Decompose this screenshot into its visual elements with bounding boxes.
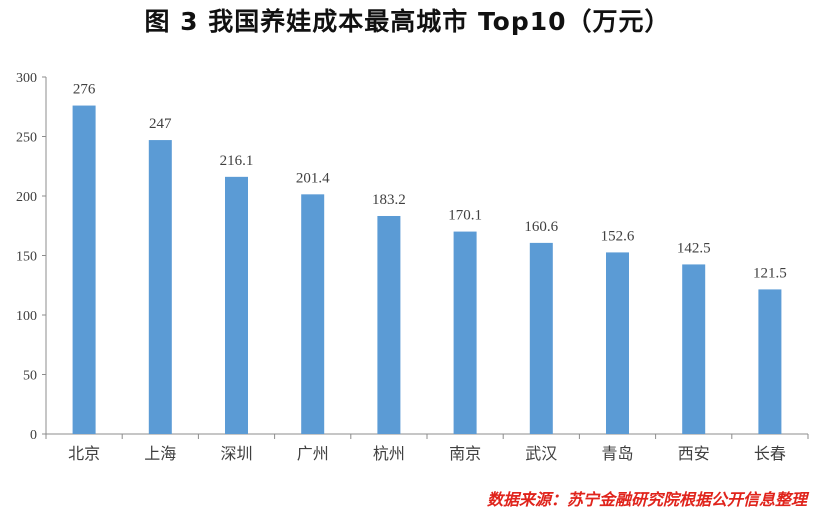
axes: 0 50 100 150 200 250 300 北京 上海 深圳 广州 杭州 南京 武汉 青岛 西安 长春 [16, 71, 809, 463]
bar [301, 194, 325, 434]
x-category-label: 杭州 [373, 445, 405, 463]
value-labels: 276 247 216.1 201.4 183.2 170.1 160.6 152.6 142.… [73, 82, 787, 282]
bar [72, 105, 96, 434]
x-category-label: 西安 [678, 445, 710, 463]
value-label: 152.6 [601, 228, 635, 244]
value-label: 216.1 [220, 153, 254, 169]
y-tick-label: 250 [16, 131, 37, 146]
y-tick-label: 150 [16, 250, 37, 265]
x-category-label: 青岛 [601, 445, 633, 463]
x-category-label: 广州 [297, 445, 329, 463]
x-category-label: 深圳 [220, 445, 252, 463]
bar [225, 176, 248, 434]
value-label: 170.1 [448, 208, 482, 224]
value-label: 183.2 [372, 192, 406, 208]
x-category-label: 武汉 [525, 445, 557, 463]
x-category-label: 南京 [449, 445, 481, 463]
bar [377, 215, 401, 434]
bar [453, 231, 477, 434]
value-label: 276 [73, 82, 96, 98]
y-tick-label: 300 [16, 71, 37, 86]
source-note: 数据来源：苏宁金融研究院根据公开信息整理 [486, 490, 807, 509]
bar [682, 264, 706, 434]
value-label: 201.4 [296, 170, 330, 186]
x-category-label: 上海 [144, 445, 176, 463]
bar [148, 140, 172, 434]
value-label: 160.6 [524, 219, 558, 235]
bars [72, 105, 782, 434]
x-category-label: 北京 [68, 445, 100, 463]
bar [529, 242, 553, 434]
bar [758, 289, 782, 434]
value-label: 247 [149, 116, 172, 132]
y-tick-label: 100 [16, 309, 37, 324]
value-label: 142.5 [677, 240, 711, 256]
chart-title: 图 3 我国养娃成本最高城市 Top10（万元） [144, 7, 671, 36]
x-category-label: 长春 [754, 445, 786, 463]
value-label: 121.5 [753, 265, 787, 281]
bar [606, 252, 629, 434]
y-tick-label: 50 [23, 369, 37, 384]
y-tick-label: 200 [16, 190, 37, 205]
y-tick-label: 0 [30, 428, 37, 443]
